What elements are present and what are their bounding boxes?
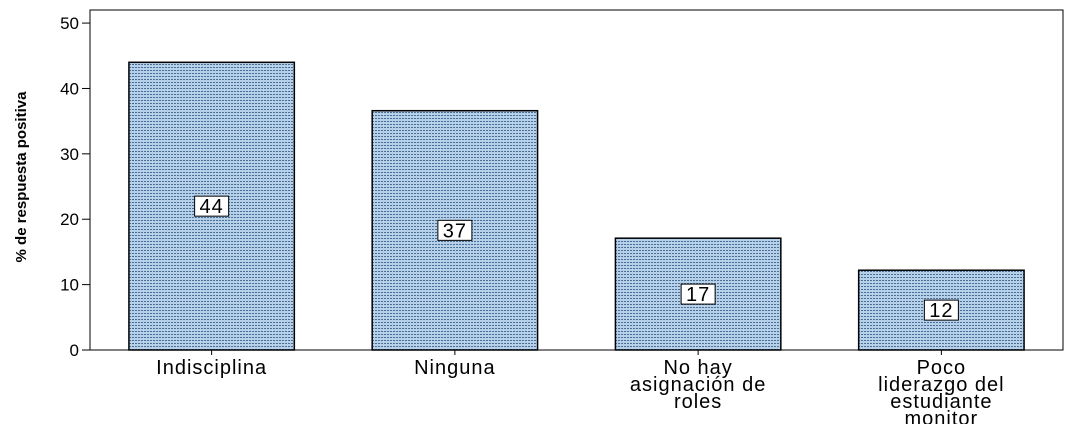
data-label: 44 <box>200 196 224 218</box>
y-tick-label: 40 <box>60 79 79 98</box>
x-tick-label: Poco liderazgo del estudiante monitor <box>878 357 1004 424</box>
data-label-box <box>923 299 959 321</box>
y-tick-label: 10 <box>60 276 79 295</box>
data-label-box <box>194 195 230 217</box>
data-label: 37 <box>443 220 467 242</box>
x-tick-label: Ninguna <box>414 357 496 379</box>
data-label-box <box>680 283 716 305</box>
x-tick-label: No hay asignación de roles <box>630 357 766 413</box>
data-label-box <box>437 219 473 241</box>
y-tick-label: 20 <box>60 210 79 229</box>
y-axis-label: % de respuesta positiva <box>13 91 30 263</box>
data-label: 17 <box>686 284 710 306</box>
y-tick-label: 50 <box>60 14 79 33</box>
plot-frame <box>89 9 1064 351</box>
y-tick-label: 0 <box>70 341 79 360</box>
y-tick-label: 30 <box>60 145 79 164</box>
data-label: 12 <box>929 300 953 322</box>
x-tick-label: Indisciplina <box>156 357 267 379</box>
